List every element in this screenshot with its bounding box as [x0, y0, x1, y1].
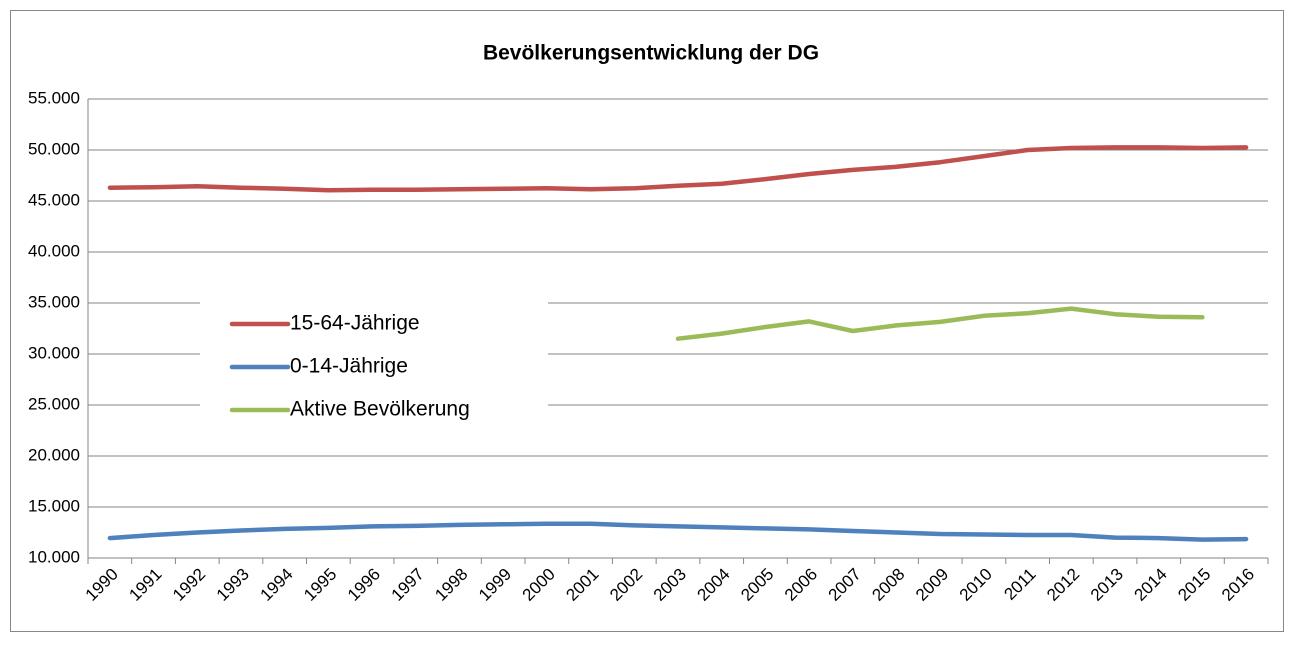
y-tick-label: 40.000	[28, 241, 80, 260]
y-tick-label: 15.000	[28, 496, 80, 515]
y-tick-label: 45.000	[28, 190, 80, 209]
y-tick-label: 10.000	[28, 547, 80, 566]
legend-label: 0-14-Jährige	[290, 355, 408, 378]
y-tick-label: 35.000	[28, 292, 80, 311]
y-tick-label: 55.000	[28, 88, 80, 107]
legend: 15-64-Jährige 0-14-Jährige Aktive Bevölker…	[200, 302, 548, 432]
chart-title: Bevölkerungsentwicklung der DG	[483, 42, 819, 65]
legend-label: 15-64-Jährige	[290, 312, 420, 335]
y-tick-label: 20.000	[28, 445, 80, 464]
y-tick-label: 50.000	[28, 139, 80, 158]
y-tick-label: 25.000	[28, 394, 80, 413]
y-tick-label: 30.000	[28, 343, 80, 362]
legend-label: Aktive Bevölkerung	[290, 398, 470, 421]
series-line	[107, 521, 1249, 542]
series-line	[675, 306, 1205, 341]
series-line	[107, 145, 1249, 193]
